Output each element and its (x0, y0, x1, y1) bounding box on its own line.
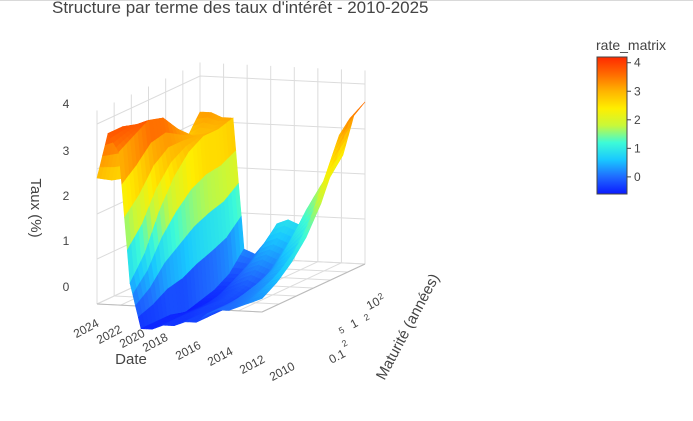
z-tick-label: 4 (63, 97, 70, 111)
rate-surface (96, 101, 366, 330)
maturity-axis-label: Maturité (années) (373, 271, 443, 383)
date-tick-label: 2016 (173, 338, 203, 363)
colorbar-ticks: 4 3 2 1 0 (627, 56, 641, 184)
maturity-tick-label: 10 (364, 294, 383, 313)
z-axis-label: Taux (%) (27, 178, 44, 237)
colorbar-tick-label: 0 (634, 170, 641, 184)
top-divider (0, 0, 693, 1)
grid-line (96, 75, 366, 125)
z-axis-ticks: 4 3 2 1 0 (63, 97, 70, 294)
axis-line (261, 263, 366, 313)
z-tick-label: 3 (63, 144, 70, 158)
colorbar (596, 56, 628, 195)
maturity-tick-label: 0.1 (326, 346, 348, 366)
z-tick-label: 2 (63, 189, 70, 203)
maturity-tick-label: 2 (376, 291, 385, 302)
colorbar-tick-label: 3 (634, 84, 641, 98)
surface-patch (259, 294, 266, 300)
date-tick-label: 2014 (205, 344, 235, 369)
maturity-tick-label: 1 (348, 316, 361, 332)
date-tick-label: 2010 (267, 359, 297, 384)
colorbar-tick-label: 2 (634, 113, 641, 127)
colorbar-tick-label: 4 (634, 56, 641, 70)
grid-line (238, 262, 342, 312)
maturity-tick-label: 2 (340, 338, 349, 349)
chart-title: Structure par terme des taux d'intérêt -… (52, 0, 429, 17)
z-tick-label: 1 (63, 234, 70, 248)
date-axis-label: Date (115, 351, 147, 368)
colorbar-tick-label: 1 (634, 141, 641, 155)
z-tick-label: 0 (63, 280, 70, 294)
colorbar-title: rate_matrix (596, 37, 666, 53)
maturity-tick-label: 5 (337, 325, 346, 336)
maturity-tick-label: 2 (362, 312, 371, 323)
date-tick-label: 2012 (237, 352, 267, 377)
